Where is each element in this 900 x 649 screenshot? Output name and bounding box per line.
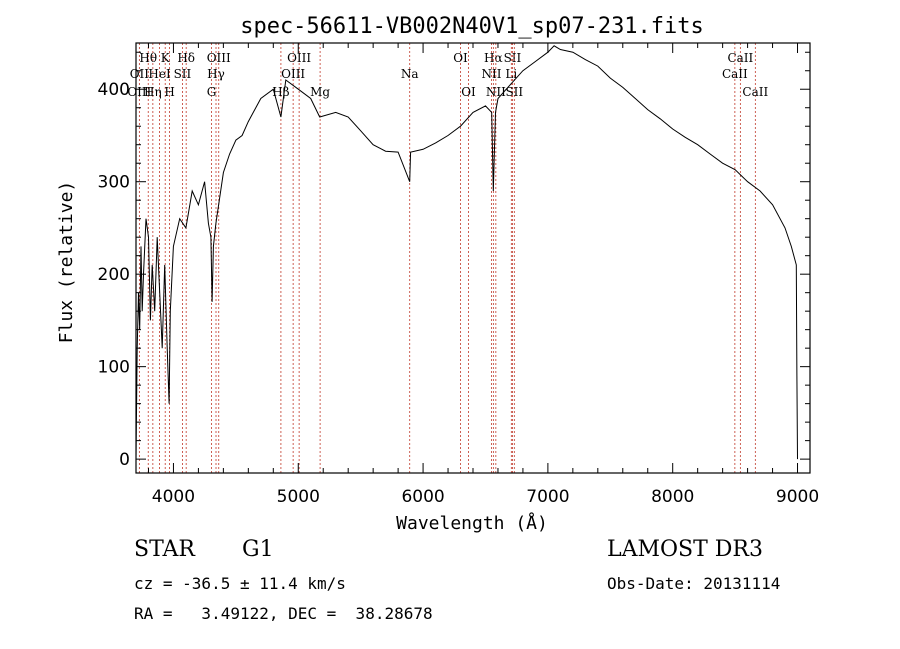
x-tick-label: 8000 [651,487,694,507]
line-marker-label: NII [486,85,506,99]
line-marker-label: Hγ [207,67,225,81]
line-marker-label: CaII [742,85,768,99]
y-tick-label: 100 [98,358,130,378]
x-tick-label: 9000 [776,487,819,507]
x-tick-label: 5000 [277,487,320,507]
redshift-text: cz = -36.5 ± 11.4 km/s [134,574,346,593]
class-label: STAR [134,537,195,562]
line-marker-label: HeI [148,67,171,81]
line-marker-label: OIII [207,51,231,65]
line-marker-label: Na [401,67,419,81]
subclass-label: G1 [242,537,274,562]
y-tick-label: 0 [119,450,130,470]
x-tick-label: 4000 [152,487,195,507]
line-marker-label: G [207,85,217,99]
line-marker-label: Hα [484,51,503,65]
chart-title: spec-56611-VB002N40V1_sp07-231.fits [240,14,704,39]
spectrum-line [135,45,798,460]
x-tick-label: 6000 [401,487,444,507]
y-tick-label: 300 [98,173,130,193]
line-marker-label: Hδ [177,51,195,65]
line-marker-label: H [164,85,174,99]
line-marker-label: OII [130,67,150,81]
plot-frame [135,42,811,474]
x-ticks: 4000 5000 6000 7000 8000 9000 [147,43,819,507]
line-marker-label: Hθ [139,51,157,65]
survey-label: LAMOST DR3 [607,537,763,562]
line-marker-label: SII [174,67,192,81]
line-marker-label: Hβ [272,85,289,99]
line-marker-label: Li [505,67,517,81]
x-tick-label: 7000 [526,487,569,507]
line-marker-label: SII [505,85,523,99]
line-marker-label: OIII [281,67,305,81]
y-ticks: 0 100 200 300 400 [98,51,810,470]
line-marker-label: OI [453,51,468,65]
line-marker-label: OIII [287,51,311,65]
y-axis-label: Flux (relative) [56,181,77,344]
y-tick-label: 200 [98,265,130,285]
line-marker-label: K [161,51,171,65]
y-tick-label: 400 [98,80,130,100]
line-marker-label: NII [481,67,501,81]
line-marker-label: OIII [127,85,151,99]
line-marker-label: OI [461,85,476,99]
obs-date-text: Obs-Date: 20131114 [607,574,781,593]
line-marker-label: CaII [727,51,753,65]
line-marker-label: CaII [722,67,748,81]
line-marker-label: Mg [310,85,330,99]
line-marker-label: Hη [144,85,162,99]
x-axis-label: Wavelength (Å) [396,512,548,534]
line-marker-label: SII [504,51,522,65]
coordinates-text: RA = 3.49122, DEC = 38.28678 [134,604,433,623]
